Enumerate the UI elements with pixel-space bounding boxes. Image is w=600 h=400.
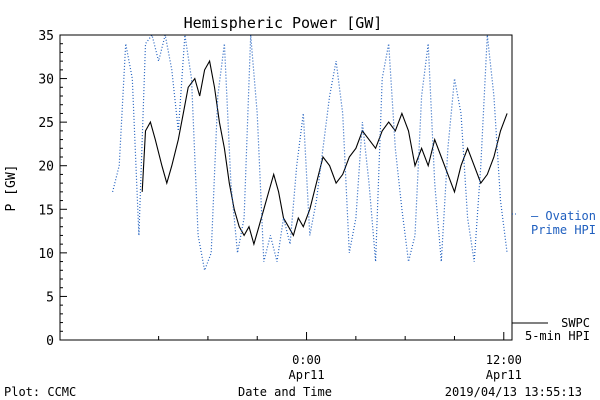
x-axis-ticks: 0:00Apr1112:00Apr110:00Apr1212:00Apr120:…: [158, 332, 522, 382]
x-tick-time: 0:00: [292, 353, 321, 367]
footer-plot-credit: Plot: CCMC: [4, 385, 76, 399]
chart-title: Hemispheric Power [GW]: [184, 14, 383, 32]
series-layer: [112, 33, 508, 273]
plot-frame: [59, 34, 513, 341]
y-tick-label: 25: [38, 116, 54, 131]
y-tick-label: 10: [38, 247, 54, 262]
legend-swpc-label: SWPC: [561, 316, 590, 330]
x-tick-date: Apr11: [486, 368, 522, 382]
legend-swpc-label-2: 5-min HPI: [525, 329, 590, 343]
y-tick-label: 5: [46, 290, 54, 305]
x-tick-date: Apr11: [288, 368, 324, 382]
x-axis-label: Date and Time: [238, 385, 332, 399]
series-line-swpc: [141, 59, 508, 247]
y-axis-label: P [GW]: [4, 165, 19, 212]
series-line-ovation: [112, 33, 508, 273]
legend-ovation-label-2: Prime HPI: [531, 223, 596, 237]
legend-ovation-label: — Ovation: [531, 209, 596, 223]
y-tick-label: 0: [46, 334, 54, 349]
y-tick-label: 20: [38, 160, 54, 175]
y-tick-label: 30: [38, 73, 54, 88]
y-tick-label: 15: [38, 203, 54, 218]
x-tick-time: 12:00: [486, 353, 522, 367]
y-axis-ticks: 0 5 10 15 20 25 30 35: [38, 29, 67, 349]
footer-timestamp: 2019/04/13 13:55:13: [445, 385, 582, 399]
y-tick-label: 35: [38, 29, 54, 44]
